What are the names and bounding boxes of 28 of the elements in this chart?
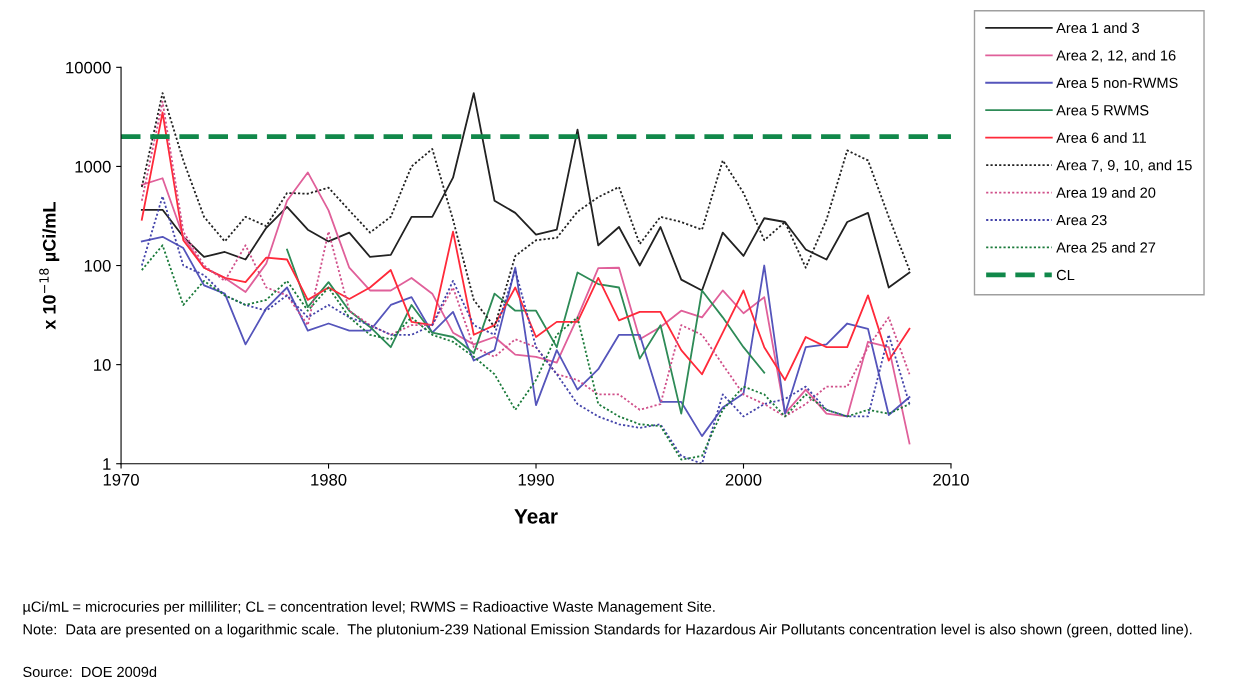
legend-label: Area 1 and 3 bbox=[1056, 22, 1140, 34]
y-tick-label: 1 bbox=[103, 458, 111, 470]
legend-label: Area 6 and 11 bbox=[1056, 132, 1146, 143]
y-axis-title: x 10$^{−18}$ µCi/mL bbox=[39, 202, 60, 330]
legend-label: Area 19 and 20 bbox=[1056, 187, 1156, 198]
y-tick-label: 10000 bbox=[66, 61, 111, 74]
y-tick-label: 10 bbox=[94, 359, 111, 371]
text: µCi/mL = microcuries per milliliter; CL = concentration level; RWMS = Radioactive Waste Management Site. bbox=[23, 601, 715, 615]
legend-label: Area 5 RWMS bbox=[1056, 105, 1149, 116]
x-axis-title: Year bbox=[514, 509, 558, 524]
x-tick-label: 1990 bbox=[518, 473, 554, 486]
source-note: Source: DOE 2009d bbox=[23, 666, 157, 678]
legend-label: Area 25 and 27 bbox=[1056, 241, 1156, 253]
legend-label: Area 5 non-RWMS bbox=[1056, 77, 1178, 88]
x-tick-label: 1970 bbox=[103, 473, 139, 486]
line-series bbox=[140, 111, 911, 381]
line-series bbox=[140, 100, 911, 418]
x-tick-label: 2000 bbox=[725, 473, 762, 486]
legend-label: CL bbox=[1056, 269, 1075, 281]
legend-label: Area 7, 9, 10, and 15 bbox=[1056, 159, 1192, 173]
line-series bbox=[286, 248, 766, 415]
y-tick-label: 100 bbox=[84, 259, 111, 272]
x-tick-label: 2010 bbox=[933, 473, 969, 486]
y-tick-label: 1000 bbox=[75, 160, 111, 173]
legend-label: Area 2, 12, and 16 bbox=[1056, 49, 1176, 63]
legend-label: Area 23 bbox=[1056, 214, 1107, 226]
x-tick-label: 1980 bbox=[311, 473, 347, 486]
text: Note: Data are presented on a logarithmic scale. The plutonium-239 National Emission Standards for Hazardous Air Pollutants concentration level is also shown (green, dotted line). bbox=[23, 623, 1192, 638]
